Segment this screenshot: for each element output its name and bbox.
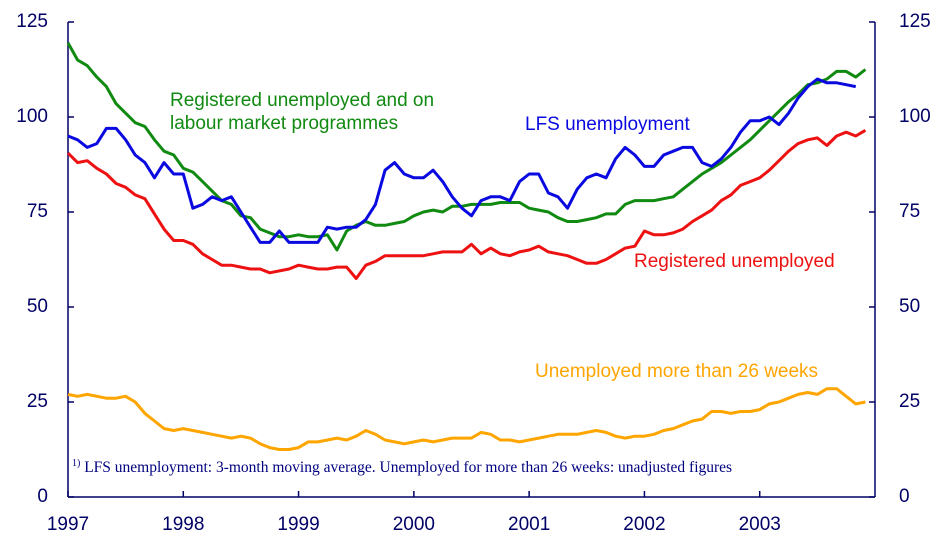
series-line [67, 387, 866, 451]
series-label: Registered unemployed and on labour mark… [170, 90, 435, 134]
series-line [66, 129, 867, 280]
footnote: 1) LFS unemployment: 3-month moving aver… [72, 458, 732, 477]
y-tick-label: 75 [27, 201, 48, 222]
series-label: LFS unemployment [525, 114, 690, 135]
series-label: Unemployed more than 26 weeks [535, 361, 819, 382]
y2-tick-label: 0 [899, 486, 910, 507]
y2-tick-label: 25 [899, 391, 920, 412]
series-line [67, 77, 857, 244]
y-tick-label: 125 [16, 11, 48, 32]
y-tick-label: 25 [27, 391, 48, 412]
x-tick-label: 1999 [277, 514, 319, 535]
y2-tick-label: 50 [899, 296, 920, 317]
x-tick-label: 2003 [739, 514, 781, 535]
y-tick-label: 0 [37, 486, 48, 507]
x-tick-label: 1998 [162, 514, 204, 535]
footnote-marker: 1) [72, 458, 81, 469]
y-tick-label: 100 [16, 106, 48, 127]
x-tick-label: 2000 [393, 514, 435, 535]
x-tick-label: 2001 [508, 514, 550, 535]
series-label: Registered unemployed [634, 251, 835, 272]
footnote-text: LFS unemployment: 3-month moving average… [84, 459, 733, 477]
y2-tick-label: 125 [899, 11, 931, 32]
y-tick-label: 50 [27, 296, 48, 317]
y2-tick-label: 75 [899, 201, 920, 222]
series-line [66, 42, 867, 252]
x-tick-label: 1997 [47, 514, 89, 535]
x-tick-label: 2002 [623, 514, 665, 535]
y2-tick-label: 100 [899, 106, 931, 127]
